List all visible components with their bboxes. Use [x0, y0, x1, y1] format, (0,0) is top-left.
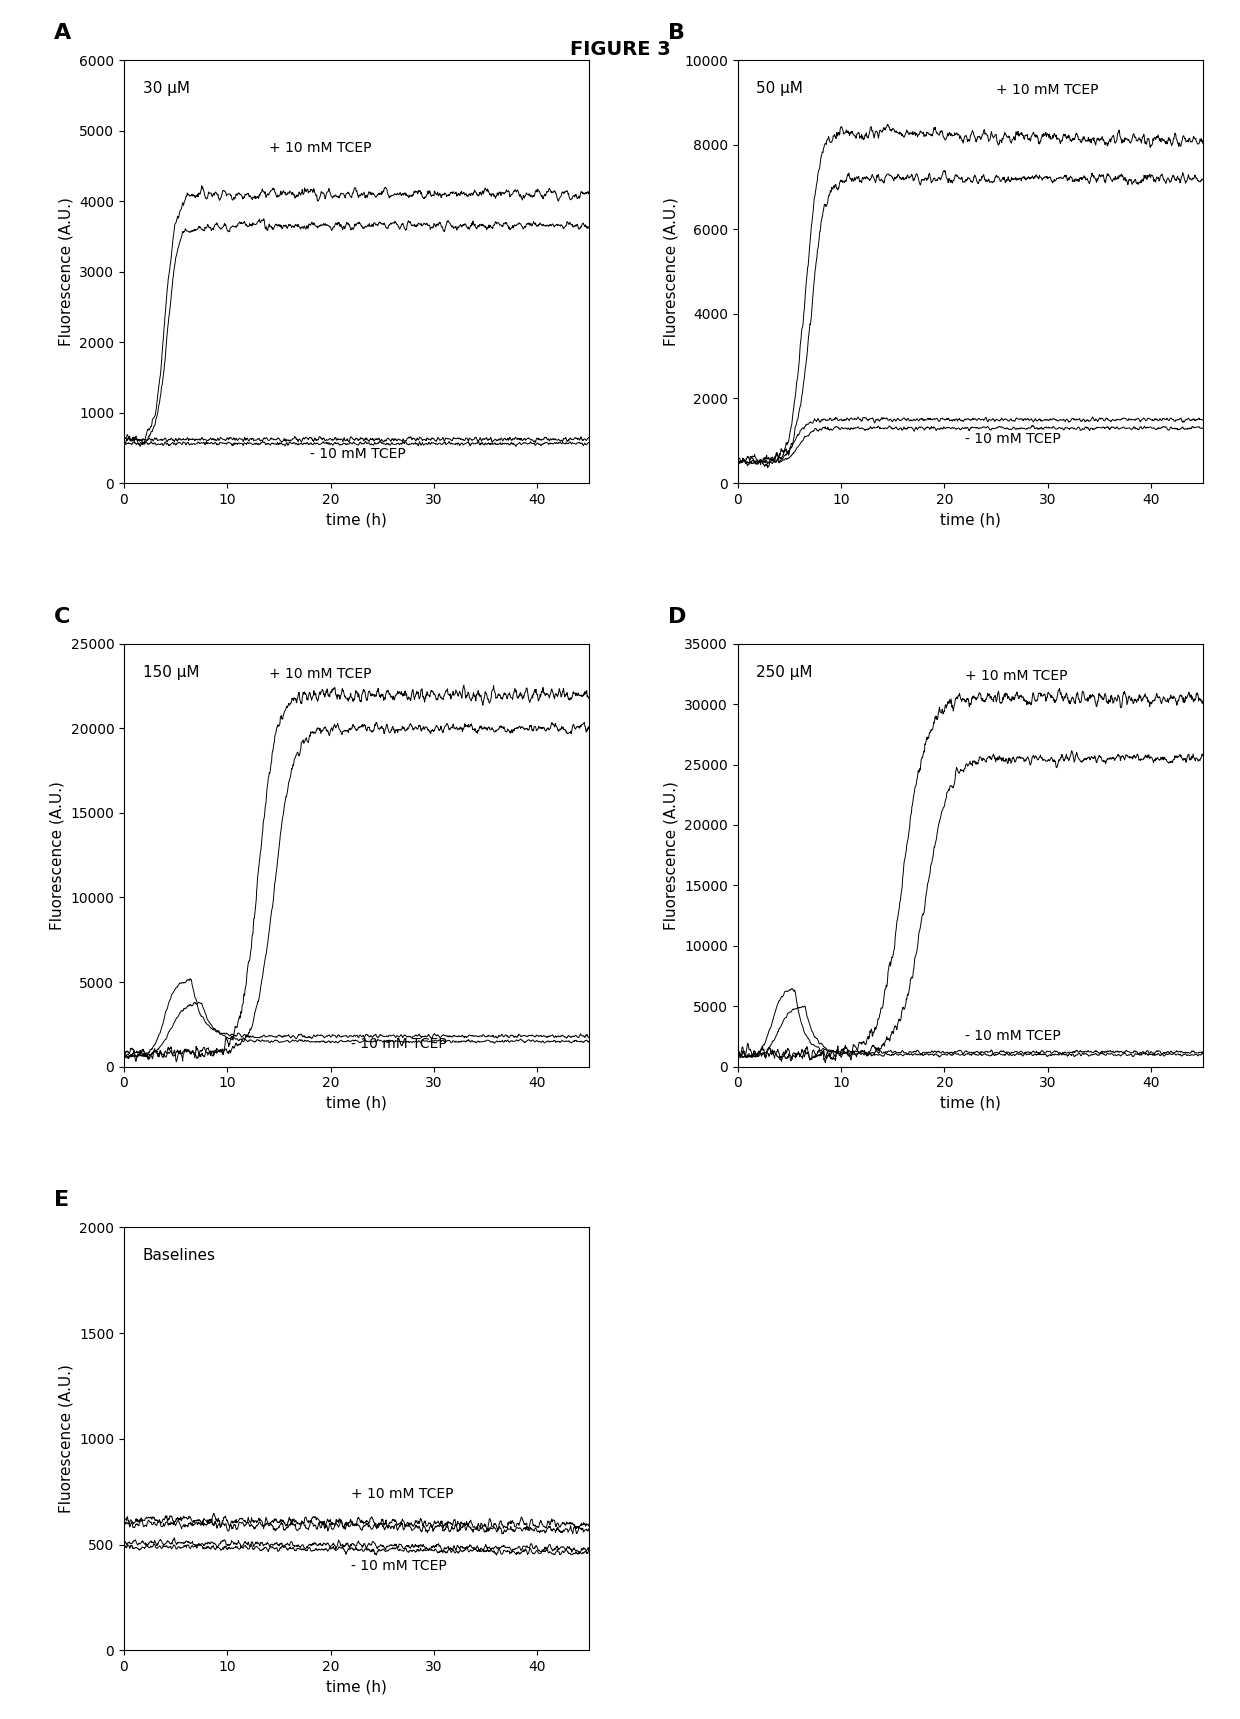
Text: - 10 mM TCEP: - 10 mM TCEP	[351, 1037, 448, 1050]
Text: - 10 mM TCEP: - 10 mM TCEP	[310, 447, 405, 461]
Y-axis label: Fluorescence (A.U.): Fluorescence (A.U.)	[58, 198, 73, 346]
Y-axis label: Fluorescence (A.U.): Fluorescence (A.U.)	[58, 1365, 73, 1513]
Y-axis label: Fluorescence (A.U.): Fluorescence (A.U.)	[663, 780, 678, 930]
Text: + 10 mM TCEP: + 10 mM TCEP	[269, 141, 371, 155]
Text: C: C	[55, 607, 71, 627]
Text: + 10 mM TCEP: + 10 mM TCEP	[996, 83, 1099, 96]
Text: A: A	[55, 24, 72, 43]
Text: 150 μM: 150 μM	[143, 665, 200, 681]
Text: Baselines: Baselines	[143, 1248, 216, 1263]
Text: + 10 mM TCEP: + 10 mM TCEP	[269, 667, 371, 681]
X-axis label: time (h): time (h)	[940, 512, 1001, 528]
Y-axis label: Fluorescence (A.U.): Fluorescence (A.U.)	[663, 198, 678, 346]
Text: + 10 mM TCEP: + 10 mM TCEP	[351, 1487, 454, 1501]
Y-axis label: Fluorescence (A.U.): Fluorescence (A.U.)	[50, 780, 64, 930]
Text: - 10 mM TCEP: - 10 mM TCEP	[351, 1559, 448, 1573]
Text: 50 μM: 50 μM	[756, 81, 804, 96]
Text: E: E	[55, 1191, 69, 1210]
X-axis label: time (h): time (h)	[326, 1097, 387, 1110]
X-axis label: time (h): time (h)	[326, 512, 387, 528]
Text: + 10 mM TCEP: + 10 mM TCEP	[965, 669, 1068, 682]
Text: - 10 mM TCEP: - 10 mM TCEP	[965, 431, 1061, 445]
Text: FIGURE 3: FIGURE 3	[569, 40, 671, 58]
X-axis label: time (h): time (h)	[940, 1097, 1001, 1110]
Text: D: D	[668, 607, 687, 627]
X-axis label: time (h): time (h)	[326, 1679, 387, 1695]
Text: B: B	[668, 24, 684, 43]
Text: 30 μM: 30 μM	[143, 81, 190, 96]
Text: - 10 mM TCEP: - 10 mM TCEP	[965, 1030, 1061, 1043]
Text: 250 μM: 250 μM	[756, 665, 813, 681]
